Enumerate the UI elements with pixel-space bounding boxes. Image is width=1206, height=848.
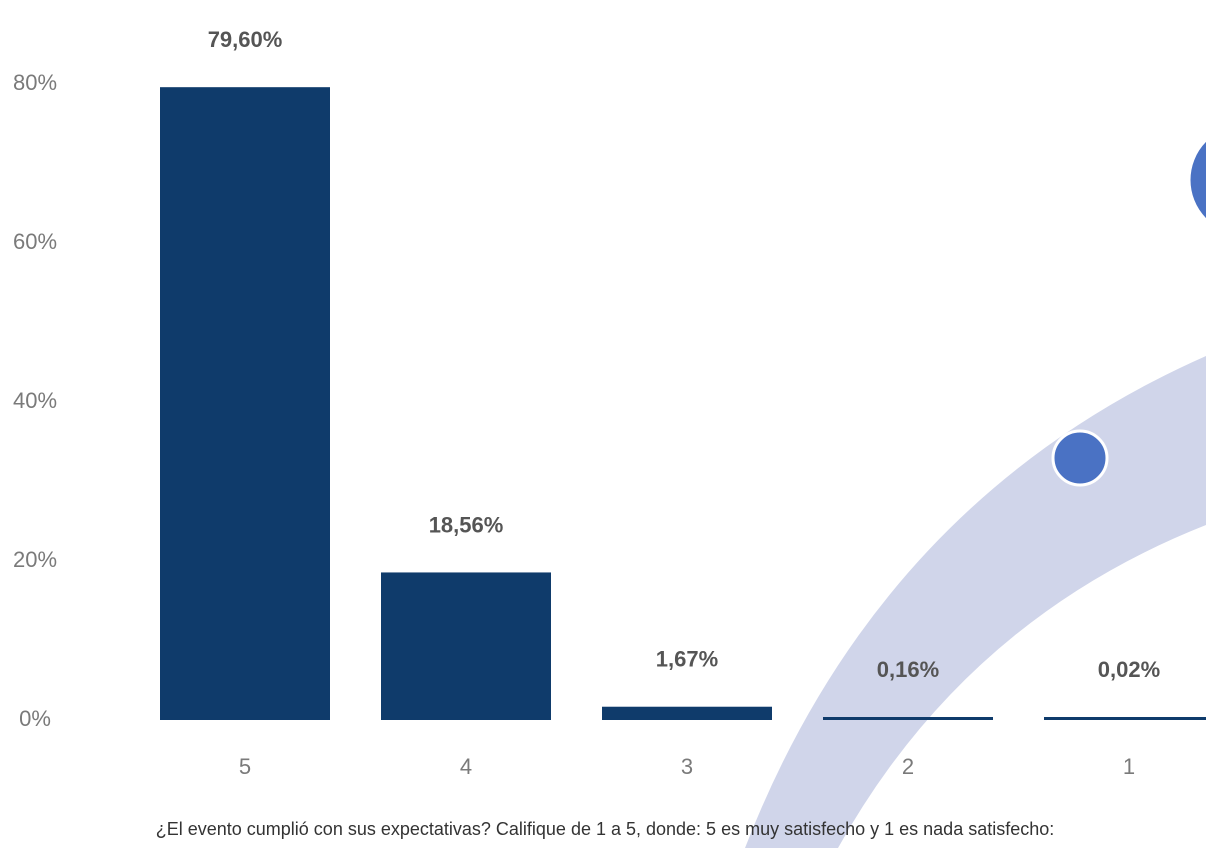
y-tick-label: 40% <box>13 388 57 413</box>
y-tick-label: 80% <box>13 70 57 95</box>
data-label: 18,56% <box>429 512 504 537</box>
decorative-circle <box>1051 429 1109 487</box>
x-tick-label: 5 <box>239 754 251 779</box>
y-tick-label: 60% <box>13 229 57 254</box>
data-label: 1,67% <box>656 647 718 672</box>
bar <box>1044 717 1206 720</box>
x-tick-label: 4 <box>460 754 472 779</box>
bar <box>823 717 993 720</box>
decorative-circle <box>1187 137 1206 223</box>
x-tick-label: 2 <box>902 754 914 779</box>
x-axis-title: ¿El evento cumplió con sus expectativas?… <box>156 819 1055 839</box>
x-tick-label: 3 <box>681 754 693 779</box>
y-tick-label: 0% <box>19 706 51 731</box>
data-label: 0,02% <box>1098 657 1160 682</box>
bar <box>602 706 772 720</box>
data-label: 79,60% <box>208 27 283 52</box>
y-tick-label: 20% <box>13 547 57 572</box>
data-label: 0,16% <box>877 657 939 682</box>
bar <box>381 572 551 720</box>
bar <box>160 87 330 721</box>
x-tick-label: 1 <box>1123 754 1135 779</box>
decorative-swoosh <box>745 356 1206 848</box>
